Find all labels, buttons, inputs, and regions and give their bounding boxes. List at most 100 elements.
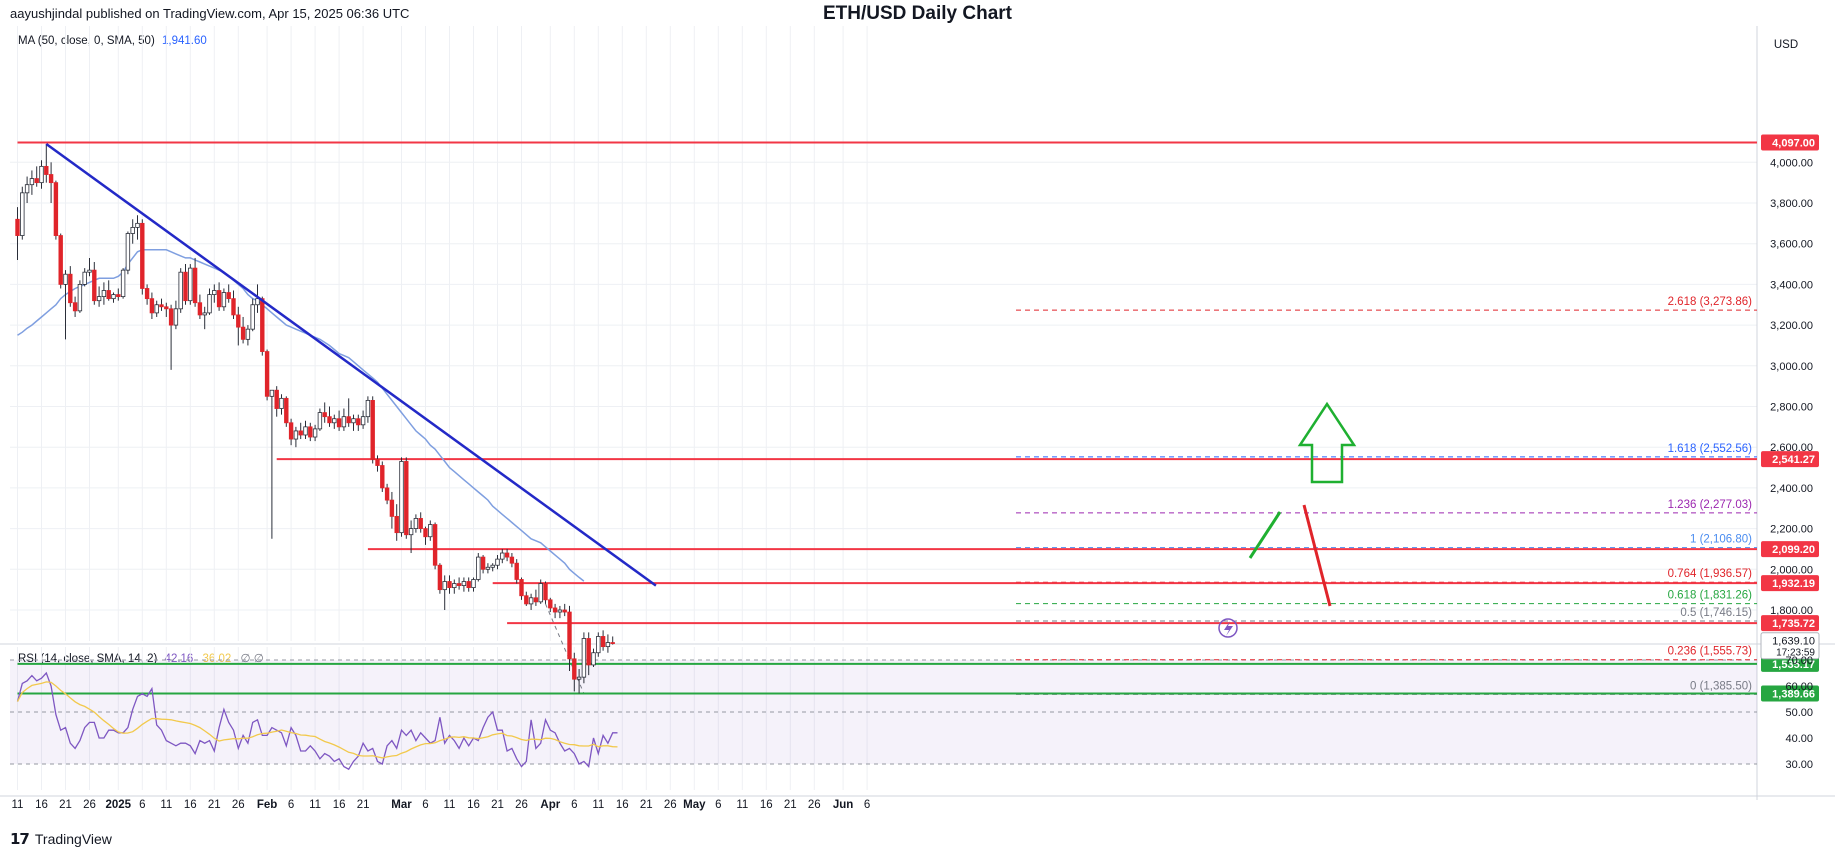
candle bbox=[135, 215, 140, 240]
candle bbox=[572, 652, 577, 692]
candle bbox=[336, 410, 342, 431]
candle bbox=[533, 589, 539, 606]
candle-body-down bbox=[322, 412, 327, 418]
candle-body-up bbox=[125, 233, 131, 271]
candle-body-down bbox=[164, 306, 169, 310]
candle bbox=[250, 298, 255, 332]
rsi-tick-label: 40.00 bbox=[1785, 733, 1813, 745]
candle-body-down bbox=[226, 292, 231, 300]
candle-body-up bbox=[173, 308, 179, 326]
candle-body-up bbox=[332, 418, 337, 424]
candle bbox=[34, 166, 39, 187]
time-tick-label: 11 bbox=[309, 799, 321, 811]
time-tick-label: 6 bbox=[715, 799, 721, 811]
time-tick-label: 26 bbox=[232, 799, 245, 811]
ma-legend[interactable]: MA (50, close, 0, SMA, 50) 1,941.60 bbox=[18, 35, 207, 47]
candle-body-up bbox=[188, 267, 193, 302]
candle bbox=[538, 579, 543, 604]
candle bbox=[140, 219, 145, 295]
candle bbox=[428, 520, 433, 541]
candle-body-up bbox=[29, 178, 35, 186]
time-tick-label: 6 bbox=[422, 799, 428, 811]
price-tag: 1,389.66 bbox=[1761, 685, 1819, 702]
candle-body-up bbox=[471, 579, 476, 589]
time-tick-label: 2025 bbox=[106, 799, 132, 811]
candle-body-up bbox=[576, 676, 582, 680]
candle-body-down bbox=[288, 422, 294, 440]
fib-label: 0.236 (1,555.73) bbox=[1668, 646, 1753, 658]
candle-body-down bbox=[116, 294, 121, 298]
candle bbox=[500, 548, 505, 564]
tradingview-logo[interactable]: 𝟭𝟳 TradingView bbox=[10, 830, 112, 848]
candle bbox=[413, 514, 419, 533]
candle-body-up bbox=[452, 583, 457, 589]
candle bbox=[432, 522, 438, 570]
candle-body-up bbox=[250, 304, 255, 330]
candle-body-up bbox=[312, 428, 318, 438]
candle-body-up bbox=[120, 269, 126, 298]
candle-body-down bbox=[480, 556, 486, 570]
candle bbox=[528, 593, 534, 610]
price-tick-label: 3,000.00 bbox=[1770, 361, 1813, 373]
candle bbox=[130, 219, 135, 244]
candle-body-up bbox=[557, 609, 563, 613]
candle-body-down bbox=[356, 418, 361, 426]
time-tick-label: 26 bbox=[515, 799, 528, 811]
candle bbox=[471, 577, 476, 592]
candle bbox=[519, 577, 524, 600]
candle bbox=[351, 414, 356, 431]
candle-body-down bbox=[370, 399, 375, 460]
candle bbox=[605, 634, 611, 653]
time-tick-label: 6 bbox=[288, 799, 294, 811]
candle bbox=[154, 300, 159, 317]
candle-body-up bbox=[408, 528, 414, 536]
candle bbox=[514, 559, 519, 584]
candle-body-up bbox=[317, 412, 323, 430]
fib-label: 2.618 (3,273.86) bbox=[1668, 296, 1753, 308]
candle bbox=[221, 288, 227, 311]
candle-body-up bbox=[605, 642, 611, 648]
candle bbox=[509, 553, 515, 568]
candle bbox=[399, 457, 404, 537]
price-tick-label: 2,400.00 bbox=[1770, 483, 1813, 495]
rsi-legend[interactable]: RSI (14, close, SMA, 14, 2) 42.16 36.02 … bbox=[18, 651, 264, 665]
candle bbox=[557, 605, 563, 619]
candle bbox=[586, 632, 591, 676]
candle bbox=[231, 290, 236, 319]
candle bbox=[260, 296, 265, 356]
bearish-trendline bbox=[45, 142, 657, 587]
time-tick-label: 11 bbox=[12, 799, 24, 811]
candle bbox=[82, 268, 87, 287]
time-tick-label: 16 bbox=[467, 799, 480, 811]
candle bbox=[188, 264, 193, 305]
candle bbox=[476, 553, 481, 582]
candle bbox=[591, 648, 596, 667]
candle-body-down bbox=[264, 351, 270, 397]
candle bbox=[394, 504, 399, 541]
candle-body-up bbox=[212, 290, 217, 295]
candle-body-down bbox=[600, 636, 606, 648]
candle-body-up bbox=[442, 581, 447, 591]
candle bbox=[461, 577, 467, 592]
candle-body-up bbox=[461, 581, 467, 586]
candle bbox=[524, 591, 529, 606]
candle-body-down bbox=[231, 298, 236, 316]
candle bbox=[96, 286, 102, 307]
rsi-ma-line bbox=[16, 681, 618, 759]
candle bbox=[293, 426, 299, 448]
candle-body-down bbox=[375, 459, 380, 466]
price-tag-bg bbox=[1761, 134, 1819, 151]
candle bbox=[125, 231, 131, 275]
candle bbox=[308, 422, 313, 442]
candle-body-down bbox=[48, 174, 54, 184]
candle bbox=[437, 563, 443, 594]
time-tick-label: Mar bbox=[391, 799, 412, 811]
candle-body-down bbox=[192, 267, 198, 304]
candle bbox=[480, 555, 486, 574]
candle bbox=[442, 575, 447, 610]
candle bbox=[92, 262, 97, 305]
candle-body-down bbox=[260, 298, 265, 352]
price-tag: 2,099.20 bbox=[1761, 541, 1819, 558]
rsi-tick-label: 60.00 bbox=[1785, 681, 1813, 693]
